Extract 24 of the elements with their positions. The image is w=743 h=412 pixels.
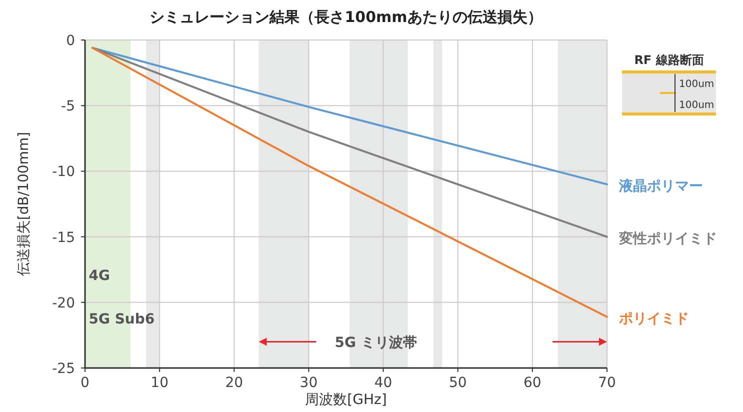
y-tick-label: 0 (66, 33, 75, 49)
x-tick-label: 50 (448, 375, 467, 391)
x-axis-title: 周波数[GHz] (305, 392, 387, 408)
y-tick-label: -15 (52, 230, 75, 246)
x-tick-label: 10 (150, 375, 168, 391)
y-tick-label: -25 (52, 361, 75, 377)
chart-title: シミュレーション結果（長さ100mmあたりの伝送損失） (150, 8, 542, 26)
series-label: ポリイミド (618, 310, 689, 327)
annotation: 5G ミリ波帯 (334, 334, 417, 351)
x-tick-label: 60 (524, 375, 542, 391)
y-tick-label: -20 (52, 295, 75, 312)
x-tick-label: 70 (598, 375, 616, 391)
x-tick-label: 30 (300, 375, 318, 391)
x-tick-label: 40 (374, 375, 392, 391)
y-tick-label: -5 (61, 98, 75, 115)
series-label: 変性ポリイミド (618, 230, 717, 247)
series-label: 液晶ポリマー (618, 177, 703, 194)
y-tick-label: -10 (52, 164, 75, 180)
annotation: 5G Sub6 (88, 311, 155, 328)
cross-section-diagram: RF 線路断面 100um 100um (622, 53, 716, 116)
annotation: 4G (88, 268, 110, 284)
y-axis-title: 伝送損失[dB/100mm] (16, 132, 32, 276)
x-tick-label: 0 (80, 375, 90, 391)
x-tick-label: 20 (225, 375, 244, 391)
